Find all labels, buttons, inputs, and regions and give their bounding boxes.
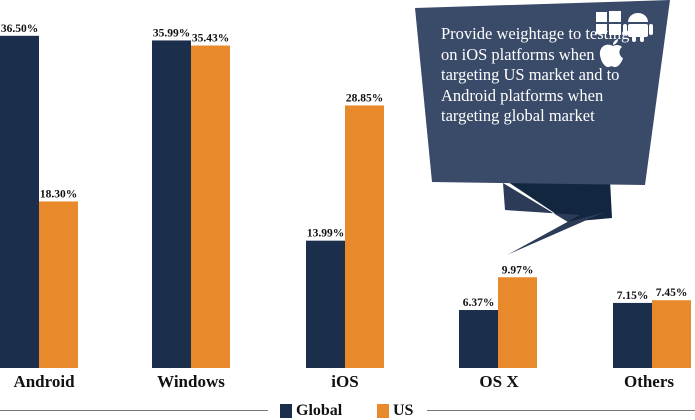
bar-global-windows [152,40,191,368]
bar-global-osx [459,310,498,368]
legend-line-right [427,410,695,411]
legend-label-us: US [393,402,414,419]
legend-item-global: Global [280,402,342,420]
bar-us-osx [498,277,537,368]
category-label-others: Others [623,372,675,391]
bar-global-others [613,302,652,368]
bar-us-others [652,300,691,368]
legend-swatch-global [280,404,292,418]
legend-swatch-us [377,404,389,418]
data-label: 9.97% [502,264,534,276]
legend-label-global: Global [296,402,343,419]
category-label-windows: Windows [157,372,225,391]
callout-text: Provide weightage to testing on iOS plat… [441,24,630,125]
data-label: 7.45% [656,287,688,299]
bar-us-android [39,201,78,368]
bar-us-ios [345,105,384,368]
data-label: 13.99% [307,228,344,240]
data-label: 35.99% [153,27,190,39]
legend-item-us: US [377,402,413,420]
data-label: 6.37% [463,297,495,309]
category-label-ios: iOS [331,372,359,391]
bar-global-ios [306,240,345,368]
legend: Global US [0,398,695,420]
data-label: 35.43% [192,33,229,45]
data-label: 7.15% [617,290,649,302]
bar-global-android [0,35,39,368]
data-label: 36.50% [1,23,38,35]
bar-us-windows [191,45,230,368]
data-label: 18.30% [40,188,77,200]
legend-line-left [0,410,268,411]
category-label-android: Android [13,372,75,391]
data-label: 28.85% [346,92,383,104]
category-label-osx: OS X [479,372,519,391]
